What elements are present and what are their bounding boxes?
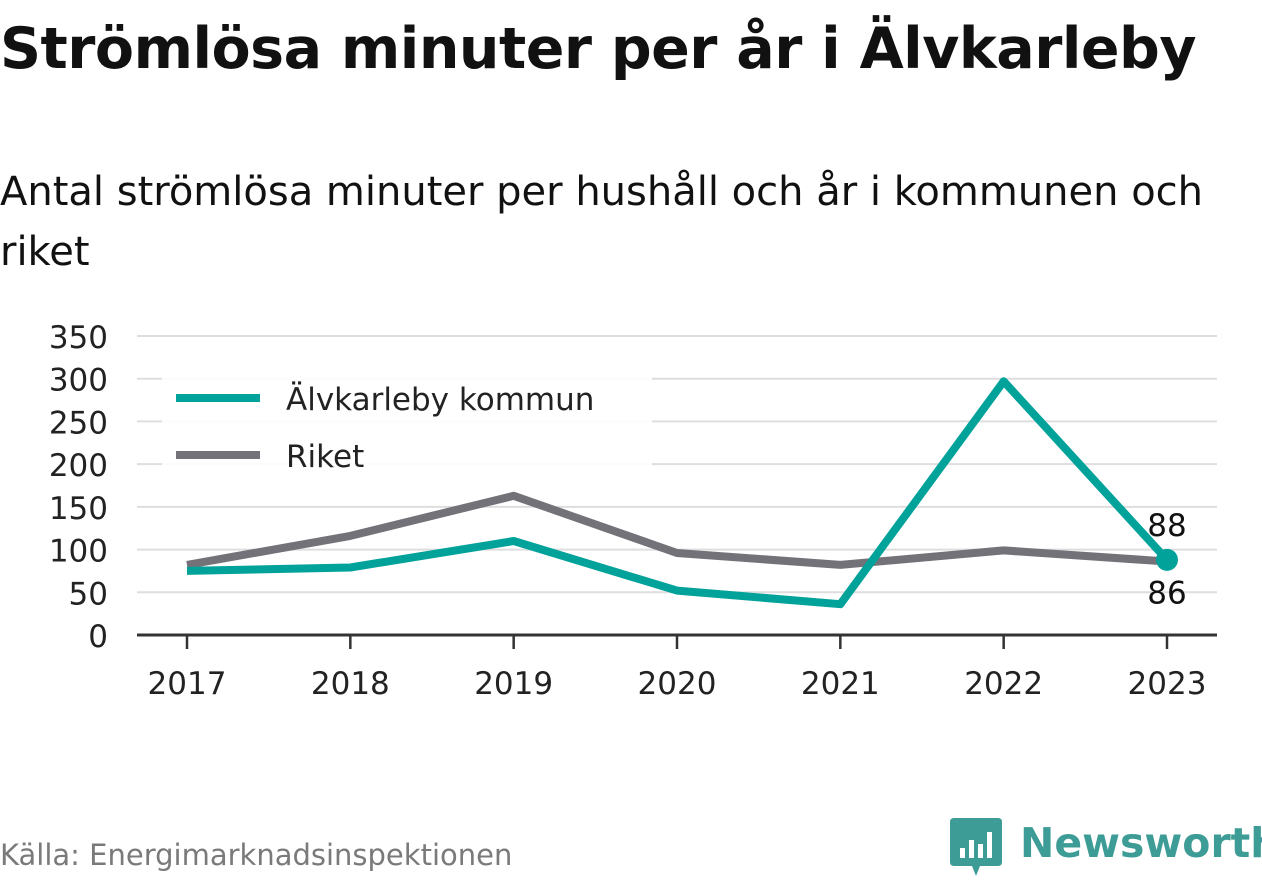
chart-subtitle: Antal strömlösa minuter per hushåll och … [0,169,1204,275]
brand-logo: Newsworthy [950,818,1262,880]
x-tick-label: 2020 [638,666,717,702]
y-tick-label: 150 [49,491,108,527]
data-label: 88 [1147,508,1186,544]
x-axis-ticks: 2017 2018 2019 2020 2021 2022 2023 [148,635,1207,702]
series-lines [186,377,1178,609]
x-tick-label: 2023 [1128,666,1207,702]
legend-label: Älvkarleby kommun [286,382,594,418]
x-tick-label: 2017 [148,666,227,702]
newsworthy-logo-icon [950,818,1002,876]
y-tick-label: 100 [49,534,108,570]
y-tick-label: 200 [49,448,108,484]
end-point-marker [1156,548,1178,571]
y-tick-label: 250 [49,405,108,441]
brand-name: Newsworthy [1020,819,1262,867]
data-label: 86 [1147,576,1186,612]
x-tick-label: 2019 [474,666,553,702]
y-tick-label: 50 [69,576,108,612]
x-tick-label: 2018 [311,666,390,702]
x-tick-label: 2021 [801,666,880,702]
x-tick-label: 2022 [964,666,1043,702]
y-tick-label: 0 [88,619,108,655]
y-tick-label: 350 [49,320,108,356]
series-line [186,491,1168,569]
data-labels: 88 86 [1147,508,1186,612]
series-line [186,377,1170,609]
y-tick-label: 300 [49,363,108,399]
y-axis-ticks: 0 50 100 150 200 250 300 350 [49,320,108,655]
legend: Älvkarleby kommun Riket [162,374,652,475]
chart-title: Strömlösa minuter per år i Älvkarleby [0,16,1197,82]
source-note: Källa: Energimarknadsinspektionen [0,838,513,872]
legend-label: Riket [286,439,364,475]
